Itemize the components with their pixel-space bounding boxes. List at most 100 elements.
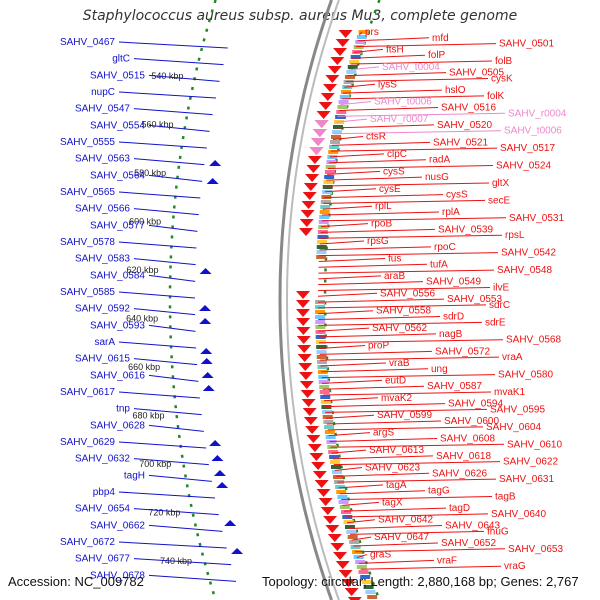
left-gene-label: SAHV_0585 — [60, 287, 115, 298]
cog-block — [330, 135, 341, 139]
cog-block — [323, 180, 334, 184]
reverse-gene-arrow — [200, 348, 213, 354]
cog-block — [349, 540, 360, 544]
scale-tick-label: 600 kbp — [129, 217, 161, 227]
right-leader-line — [342, 501, 380, 506]
accession-text: Accession: NC_009782 — [8, 574, 144, 589]
cog-block — [350, 55, 361, 59]
right-gene-label: SAHV_0595 — [490, 404, 545, 415]
right-gene-label: vraA — [502, 352, 523, 363]
left-leader-line — [118, 191, 201, 199]
forward-gene-arrow — [298, 363, 313, 371]
forward-gene-arrow — [299, 381, 314, 389]
left-gene-label: SAHV_0547 — [75, 104, 130, 115]
right-leader-line — [347, 72, 447, 77]
cog-block — [349, 60, 360, 64]
right-leader-line — [330, 147, 498, 152]
right-gene-label: vraB — [389, 358, 410, 369]
right-leader-line — [356, 554, 368, 559]
cog-block — [317, 360, 328, 364]
left-leader-line — [118, 241, 197, 249]
forward-gene-arrow — [335, 39, 350, 47]
right-gene-label: folK — [487, 91, 505, 102]
left-leader-line — [133, 208, 199, 216]
right-leader-line — [327, 165, 494, 170]
right-leader-line — [346, 519, 376, 524]
cog-block — [332, 475, 343, 479]
left-gene-label: SAHV_0593 — [90, 320, 145, 331]
left-gene-label: SAHV_0554 — [90, 120, 145, 131]
cog-block — [316, 350, 327, 354]
forward-gene-arrow — [323, 84, 338, 92]
scale-tick-label: 640 kbp — [126, 314, 158, 324]
left-leader-line — [118, 441, 207, 449]
forward-gene-arrow — [296, 318, 311, 326]
right-leader-line — [338, 106, 439, 111]
cog-block — [324, 170, 335, 174]
right-gene-label: nagB — [439, 329, 463, 340]
right-gene-label: graS — [370, 550, 391, 561]
rna-gene-arrow — [312, 129, 327, 137]
reverse-gene-arrow — [231, 548, 244, 554]
right-gene-label: tagA — [386, 480, 407, 491]
forward-gene-arrow — [302, 192, 317, 200]
right-gene-label: SAHV_r0004 — [508, 108, 567, 119]
cog-block — [315, 315, 326, 319]
reverse-gene-arrow — [199, 318, 212, 324]
left-gene-label: SAHV_0555 — [60, 137, 115, 148]
reverse-gene-arrow — [209, 160, 222, 166]
right-leader-line — [318, 269, 495, 274]
rna-gene-arrow — [309, 147, 324, 155]
right-leader-line — [333, 461, 501, 466]
reverse-gene-arrow — [206, 178, 219, 184]
right-leader-line — [331, 141, 431, 146]
left-gene-label: SAHV_0467 — [60, 37, 115, 48]
left-gene-label: SAHV_0616 — [90, 370, 145, 381]
right-leader-line — [329, 437, 438, 442]
scale-tick-label: 580 kbp — [134, 168, 166, 178]
cog-block — [330, 140, 341, 144]
left-leader-line — [118, 491, 216, 499]
left-gene-label: SAHV_0584 — [90, 270, 145, 281]
forward-gene-arrow — [298, 228, 313, 236]
right-gene-label: ilvE — [493, 282, 509, 293]
left-leader-line — [118, 141, 207, 149]
right-gene-label: vraF — [437, 555, 457, 566]
right-gene-label: rplA — [442, 207, 460, 218]
scale-tick-label: 700 kbp — [139, 459, 171, 469]
forward-gene-arrow — [297, 354, 312, 362]
right-gene-label: nusG — [425, 172, 449, 183]
cog-block — [350, 545, 361, 549]
cog-block — [320, 200, 331, 204]
right-leader-line — [320, 228, 436, 233]
right-gene-label: SAHV_0642 — [378, 515, 433, 526]
right-leader-line — [353, 48, 384, 53]
right-gene-label: SAHV_0608 — [440, 433, 495, 444]
right-leader-line — [324, 403, 446, 408]
left-leader-line — [148, 474, 212, 482]
right-gene-label: ctsR — [366, 132, 386, 143]
right-gene-label: sdrD — [443, 312, 464, 323]
cog-block — [317, 235, 328, 239]
right-leader-line — [357, 37, 430, 42]
right-leader-line — [341, 95, 485, 100]
right-gene-label: SAHV_0647 — [374, 532, 429, 543]
left-leader-line — [118, 291, 196, 299]
cog-block — [358, 30, 369, 34]
left-gene-label: SAHV_0515 — [90, 70, 145, 81]
right-gene-label: SAHV_0524 — [496, 161, 551, 172]
right-leader-line — [321, 379, 383, 384]
right-leader-line — [352, 54, 426, 59]
forward-gene-arrow — [296, 336, 311, 344]
cog-block — [339, 505, 350, 509]
backbone-arc — [278, 0, 333, 600]
right-leader-line — [318, 263, 428, 268]
right-gene-label: SAHV_0521 — [433, 137, 488, 148]
right-gene-label: gltX — [492, 178, 510, 189]
right-gene-label: SAHV_t0004 — [382, 62, 440, 73]
left-gene-label: tagH — [124, 470, 145, 481]
right-gene-label: clpC — [387, 149, 407, 160]
forward-gene-arrow — [335, 561, 350, 569]
left-leader-line — [133, 358, 198, 366]
right-leader-line — [350, 60, 493, 65]
